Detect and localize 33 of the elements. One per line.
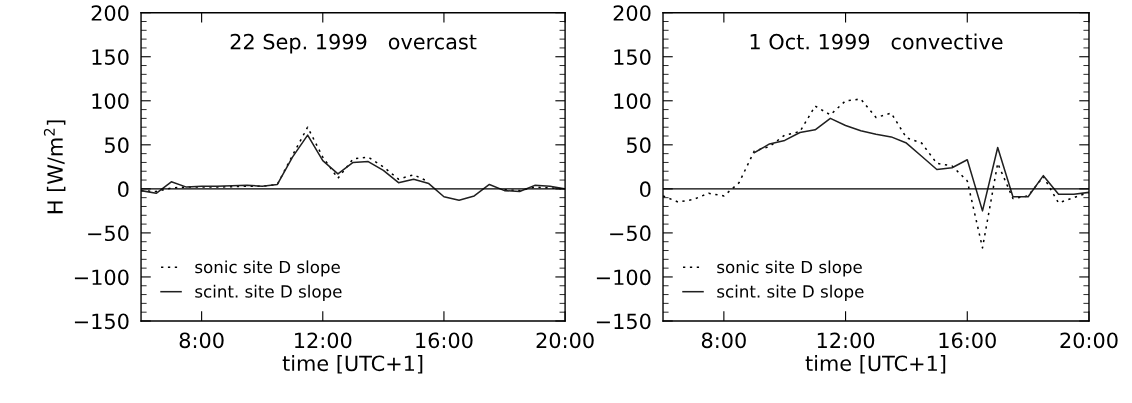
y-tick-label: 50 <box>627 137 651 154</box>
x-tick-label: 16:00 <box>939 332 996 349</box>
x-axis-title: time [UTC+1] <box>282 355 423 374</box>
legend-label: scint. site D slope <box>195 284 342 301</box>
y-tick-label: 0 <box>640 181 651 198</box>
y-tick-label: −50 <box>610 225 651 242</box>
x-axis-title: time [UTC+1] <box>805 355 946 374</box>
x-tick-label: 8:00 <box>179 332 224 349</box>
y-tick-label: 50 <box>105 137 129 154</box>
y-tick-label: 100 <box>92 93 129 109</box>
x-tick-label: 20:00 <box>536 332 594 349</box>
x-tick-label: 12:00 <box>817 332 875 349</box>
y-tick-label: 200 <box>613 5 651 21</box>
legend-label: sonic site D slope <box>717 260 862 277</box>
x-tick-label: 8:00 <box>701 332 746 349</box>
y-tick-label: 0 <box>118 181 129 198</box>
annotation: 22 Sep. 1999 overcast <box>230 33 477 54</box>
legend-label: scint. site D slope <box>717 284 864 301</box>
x-tick-label: 20:00 <box>1060 332 1118 349</box>
y-tick-label: 100 <box>614 93 651 109</box>
y-tick-label: −100 <box>74 269 129 286</box>
y-tick-label: −100 <box>596 269 651 286</box>
x-tick-label: 16:00 <box>416 332 473 349</box>
y-tick-label: −150 <box>596 313 651 330</box>
y-tick-label: 200 <box>91 5 129 21</box>
y-axis-title: H [W/m$^{2}$] <box>43 120 66 214</box>
legend-label: sonic site D slope <box>195 260 340 277</box>
y-tick-label: 150 <box>614 49 651 65</box>
y-tick-label: −150 <box>74 313 129 330</box>
y-tick-label: 150 <box>92 49 129 65</box>
y-tick-label: −50 <box>88 225 129 242</box>
x-tick-label: 12:00 <box>295 332 352 349</box>
annotation: 1 Oct. 1999 convective <box>750 33 1003 50</box>
